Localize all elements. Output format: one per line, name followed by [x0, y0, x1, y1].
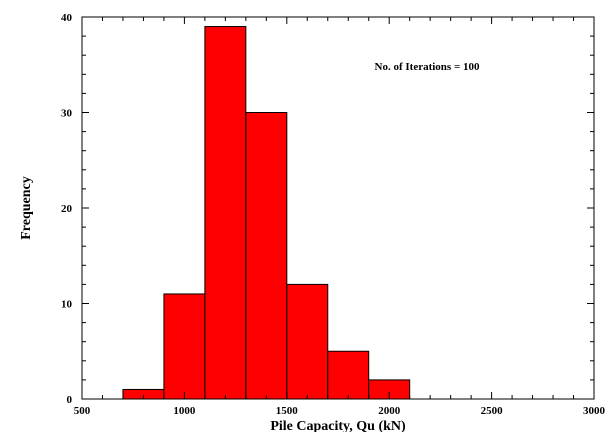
histogram-bar: [286, 283, 329, 400]
ticks-group: 500 1000 1500 2000 2500 3000 0 10 20 30 40: [61, 12, 606, 417]
x-tick-label: 2000: [378, 405, 401, 417]
plot-frame: [81, 16, 595, 400]
y-tick-label: 0: [67, 394, 73, 406]
histogram-bar: [204, 26, 247, 400]
y-tick-label: 20: [61, 203, 73, 215]
histogram-bar: [327, 350, 370, 400]
annotation: No. of Iterations = 100: [375, 61, 480, 73]
y-tick-label: 40: [61, 12, 73, 24]
histogram-bar: [245, 112, 288, 400]
x-tick-label: 2500: [481, 405, 504, 417]
axes-group: [81, 16, 595, 400]
x-tick-label: 1500: [276, 405, 299, 417]
y-tick-label: 10: [61, 299, 73, 311]
y-tick-label: 30: [61, 108, 73, 120]
histogram-bar: [163, 293, 206, 400]
x-tick-label: 500: [74, 405, 91, 417]
x-tick-label: 1000: [173, 405, 196, 417]
y-axis-title: Frequency: [19, 176, 34, 240]
x-tick-label: 3000: [583, 405, 606, 417]
bars-group: [122, 26, 411, 400]
x-axis-title: Pile Capacity, Qu (kN): [270, 419, 406, 432]
